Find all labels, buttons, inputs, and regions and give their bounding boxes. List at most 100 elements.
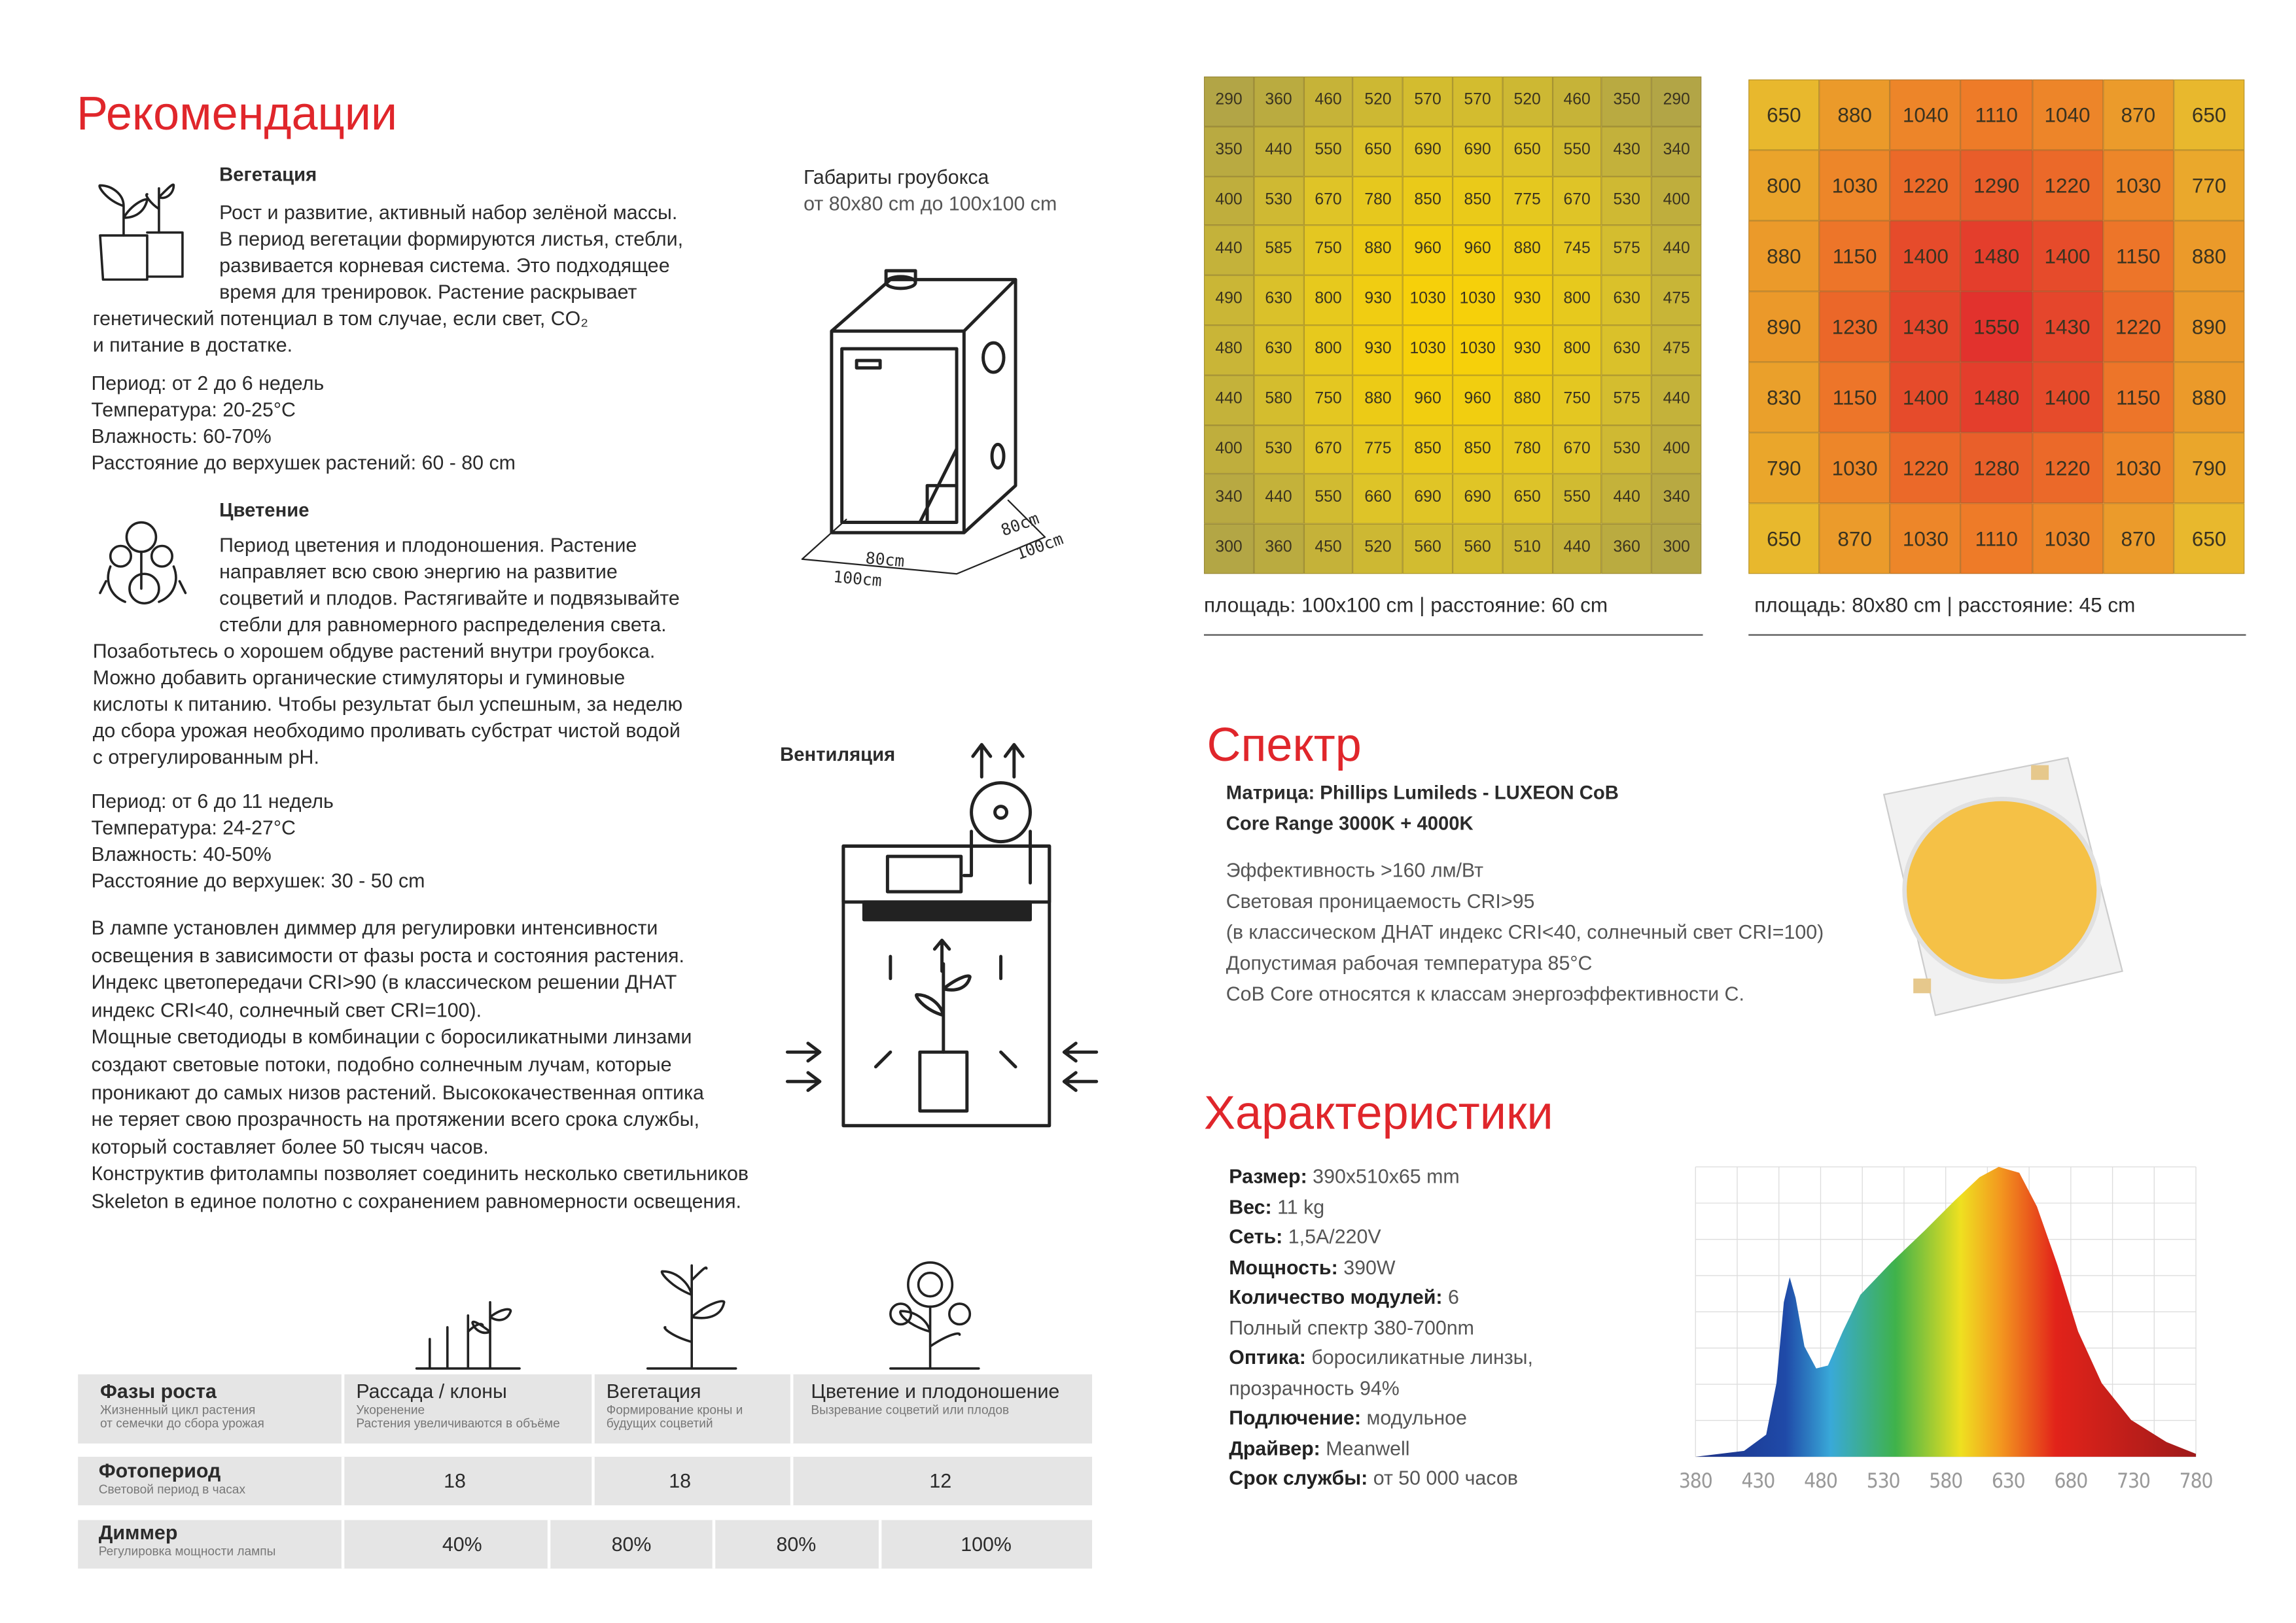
par-cell: 475 [1651,325,1702,375]
par-cell: 630 [1253,325,1304,375]
par-value: 745 [1563,240,1591,258]
characteristic: Оптика: боросиликатные линзы, [1229,1345,1533,1371]
par-value: 575 [1613,389,1640,408]
par-value: 630 [1265,290,1292,308]
spec-line: (в классическом ДНАТ индекс CRI<40, солн… [1226,921,1824,943]
par-value: 930 [1364,290,1392,308]
par-cell: 745 [1552,226,1602,276]
par-value: 575 [1613,240,1640,258]
par-cell: 340 [1651,474,1702,525]
par-cell: 1030 [1403,275,1453,326]
par-cell: 360 [1602,524,1652,574]
par-value: 1480 [1973,385,2020,410]
par-value: 960 [1414,389,1441,408]
par-value: 800 [1767,173,1801,198]
par-cell: 430 [1602,126,1652,177]
dimension-label: 100cm [832,567,883,591]
par-cell: 1030 [1403,325,1453,375]
paragraph-line: время для тренировок. Растение раскрывае… [219,281,637,304]
characteristic: прозрачность 94% [1229,1375,1400,1401]
par-cell: 300 [1203,524,1254,574]
paragraph-line: Индекс цветопередачи CRI>90 (в классичес… [91,971,677,994]
characteristic: Подлючение: модульное [1229,1405,1467,1431]
par-cell: 880 [1502,226,1553,276]
par-cell: 1400 [1890,220,1962,292]
par-cell: 1430 [2032,291,2103,362]
par-value: 850 [1464,439,1491,457]
par-value: 1220 [1902,456,1949,480]
x-tick-label: 430 [1741,1470,1776,1494]
param-line: Расстояние до верхушек: 30 - 50 cm [91,869,425,892]
par-cell: 530 [1602,425,1652,475]
vegetation-table-icon [646,1264,737,1370]
par-cell: 575 [1602,375,1652,425]
par-cell: 670 [1303,176,1354,226]
par-value: 660 [1364,489,1392,507]
par-cell: 570 [1453,76,1503,126]
par-value: 1430 [1902,315,1949,339]
par-value: 510 [1513,538,1541,557]
col-sep [878,1520,882,1569]
par-value: 340 [1663,141,1690,159]
par-value: 585 [1265,240,1292,258]
par-value: 630 [1613,340,1640,358]
spec-line: Световая проницаемость CRI>95 [1226,890,1535,913]
characteristic-value: боросиликатные линзы, [1311,1346,1533,1369]
par-cell: 575 [1602,226,1652,276]
par-cell: 850 [1403,176,1453,226]
characteristic-value: 390W [1343,1255,1396,1278]
seedling-icon [415,1300,521,1370]
characteristic: Вес: 11 kg [1229,1194,1324,1220]
par-value: 1400 [1902,244,1949,268]
paragraph-line: Рост и развитие, активный набор зелёной … [219,201,678,224]
column-title: Фазы роста [99,1380,217,1403]
paragraph-line: создают световые потоки, подобно солнечн… [91,1053,672,1076]
col-sep [341,1374,345,1444]
par-cell: 1220 [2032,150,2103,221]
characteristic-value: прозрачность 94% [1229,1376,1400,1399]
par-cell: 550 [1303,474,1354,525]
par-value: 550 [1315,141,1342,159]
par-value: 550 [1563,141,1591,159]
par-value: 890 [2191,315,2227,339]
cell-value: 18 [444,1470,466,1492]
par-value: 830 [1767,385,1801,410]
par-cell: 520 [1353,524,1404,574]
characteristic-label: Подлючение: [1229,1406,1362,1429]
par-cell: 530 [1253,425,1304,475]
par-value: 960 [1464,240,1491,258]
section-title: Спектр [1207,718,1362,771]
par-value: 1030 [1831,456,1878,480]
x-tick-label: 480 [1804,1470,1838,1494]
par-cell: 780 [1502,425,1553,475]
table-row [78,1374,1093,1444]
par-cell: 690 [1453,126,1503,177]
par-value: 790 [2191,456,2227,480]
heading: Цветение [219,498,309,521]
par-cell: 880 [1748,220,1820,292]
par-value: 350 [1613,91,1640,109]
par-value: 870 [2121,527,2156,551]
par-cell: 1550 [1961,291,2032,362]
par-value: 475 [1663,340,1690,358]
column-title: Цветение и плодоношение [811,1380,1060,1403]
col-sep [592,1456,595,1506]
par-value: 650 [1513,489,1541,507]
par-cell: 880 [2173,362,2245,433]
par-value: 1030 [1902,527,1949,551]
par-value: 1030 [1409,290,1446,308]
characteristic-value: от 50 000 часов [1373,1467,1518,1490]
x-tick-label: 630 [1991,1470,2026,1494]
par-cell: 850 [1403,425,1453,475]
par-cell: 450 [1303,524,1354,574]
par-cell: 880 [1353,226,1404,276]
column-subtitle: Укоренение [356,1402,425,1418]
characteristic-value: 6 [1448,1285,1459,1308]
par-cell: 460 [1303,76,1354,126]
par-cell: 850 [1453,425,1503,475]
cell-value: 18 [669,1470,692,1492]
par-cell: 650 [2173,503,2245,574]
par-cell: 1220 [1890,150,1962,221]
par-value: 530 [1265,190,1292,209]
